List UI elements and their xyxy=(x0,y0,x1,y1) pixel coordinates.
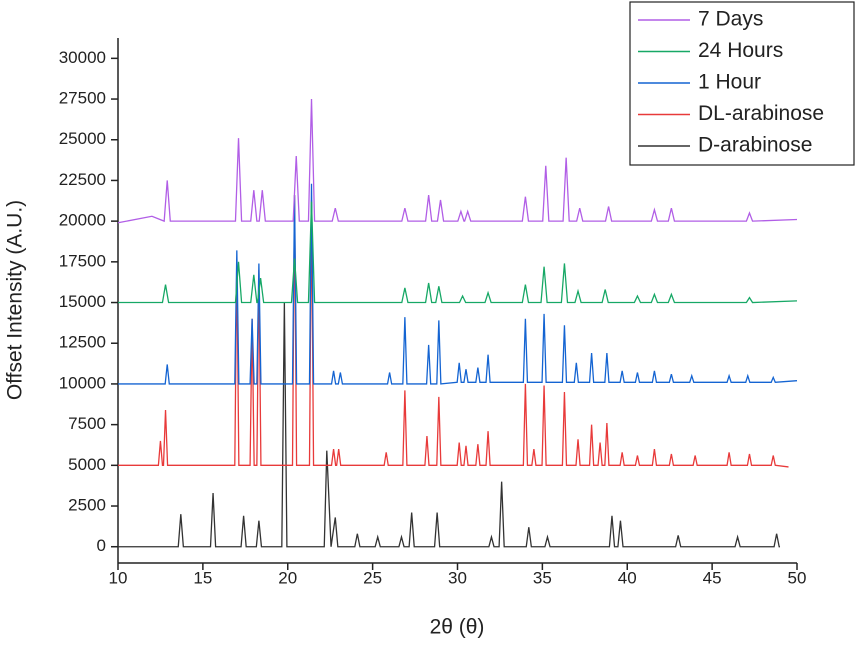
y-tick-label: 22500 xyxy=(59,170,106,189)
legend-label: 7 Days xyxy=(698,8,763,31)
y-tick-label: 2500 xyxy=(68,496,106,515)
x-tick-label: 50 xyxy=(788,568,807,587)
legend-label: DL-arabinose xyxy=(698,102,824,125)
y-tick-label: 20000 xyxy=(59,211,106,230)
x-tick-label: 25 xyxy=(363,568,382,587)
x-tick-label: 20 xyxy=(278,568,297,587)
series-line xyxy=(118,183,798,385)
x-tick-label: 45 xyxy=(703,568,722,587)
y-tick-label: 27500 xyxy=(59,89,106,108)
y-tick-label: 0 xyxy=(97,536,106,555)
x-tick-label: 15 xyxy=(193,568,212,587)
x-tick-label: 10 xyxy=(109,568,128,587)
y-tick-label: 10000 xyxy=(59,373,106,392)
legend-label: 1 Hour xyxy=(698,71,761,94)
x-tick-label: 35 xyxy=(533,568,552,587)
y-tick-label: 5000 xyxy=(68,455,106,474)
y-axis-label: Offset Intensity (A.U.) xyxy=(4,200,27,400)
y-tick-label: 17500 xyxy=(59,251,106,270)
series-line xyxy=(117,99,798,224)
y-tick-label: 15000 xyxy=(59,292,106,311)
x-tick-label: 30 xyxy=(448,568,467,587)
series-line xyxy=(118,302,781,548)
y-tick-label: 25000 xyxy=(59,129,106,148)
x-axis-label: 2θ (θ) xyxy=(430,616,485,639)
series-line xyxy=(118,195,789,468)
legend-label: D-arabinose xyxy=(698,134,812,157)
y-tick-label: 30000 xyxy=(59,48,106,67)
series-line xyxy=(118,201,798,304)
legend-label: 24 Hours xyxy=(698,39,783,62)
y-tick-label: 7500 xyxy=(68,414,106,433)
y-tick-label: 12500 xyxy=(59,333,106,352)
x-tick-label: 40 xyxy=(618,568,637,587)
